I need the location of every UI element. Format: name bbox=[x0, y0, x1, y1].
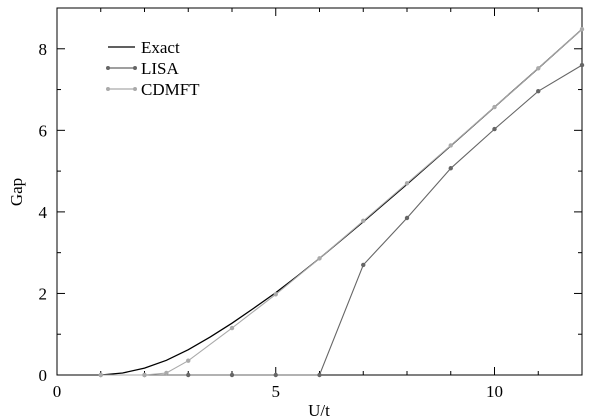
series-group bbox=[98, 27, 585, 378]
legend: Exact LISA CDMFT bbox=[106, 24, 236, 102]
y-tick-label: 6 bbox=[39, 121, 48, 140]
data-point-lisa bbox=[536, 88, 541, 94]
y-tick-label: 0 bbox=[39, 366, 48, 385]
data-point-lisa bbox=[229, 372, 235, 378]
data-point-lisa bbox=[492, 126, 497, 132]
data-point-cdmft bbox=[579, 27, 585, 32]
tick-labels: 0 5 10 0 2 4 6 8 bbox=[39, 40, 504, 401]
series-line-lisa bbox=[100, 64, 583, 376]
x-axis-label: U/t bbox=[308, 401, 330, 420]
legend-item-exact: Exact bbox=[108, 38, 180, 57]
y-tick-label: 4 bbox=[39, 203, 48, 222]
x-tick-label: 0 bbox=[53, 382, 62, 401]
data-point-cdmft bbox=[492, 104, 497, 110]
data-point-cdmft bbox=[317, 256, 322, 261]
legend-marker-cdmft bbox=[133, 87, 137, 91]
data-point-cdmft bbox=[164, 370, 169, 376]
data-point-cdmft bbox=[98, 372, 103, 378]
y-axis-label: Gap bbox=[7, 178, 26, 206]
data-point-cdmft bbox=[448, 143, 453, 148]
series-lisa bbox=[98, 62, 585, 378]
data-point-lisa bbox=[273, 372, 278, 378]
legend-marker-cdmft bbox=[106, 87, 110, 91]
series-cdmft bbox=[98, 27, 585, 378]
legend-label-lisa: LISA bbox=[141, 59, 180, 78]
data-point-lisa bbox=[186, 372, 191, 378]
x-tick-label: 10 bbox=[486, 382, 503, 401]
legend-marker-lisa bbox=[133, 66, 137, 70]
data-point-cdmft bbox=[273, 292, 278, 297]
data-point-lisa bbox=[361, 262, 366, 268]
data-point-lisa bbox=[317, 372, 322, 378]
data-point-lisa bbox=[579, 62, 585, 68]
data-point-cdmft bbox=[142, 372, 147, 378]
legend-label-cdmft: CDMFT bbox=[141, 80, 200, 99]
data-point-cdmft bbox=[536, 66, 541, 71]
legend-item-lisa: LISA bbox=[106, 59, 180, 78]
legend-item-cdmft: CDMFT bbox=[106, 80, 200, 99]
legend-marker-lisa bbox=[106, 66, 110, 70]
legend-label-exact: Exact bbox=[141, 38, 180, 57]
x-tick-label: 5 bbox=[272, 382, 281, 401]
data-point-cdmft bbox=[404, 181, 410, 186]
y-tick-label: 8 bbox=[39, 40, 48, 59]
data-point-cdmft bbox=[229, 325, 235, 331]
data-point-cdmft bbox=[361, 218, 366, 224]
data-point-lisa bbox=[404, 215, 410, 221]
data-point-cdmft bbox=[186, 358, 191, 363]
y-tick-label: 2 bbox=[39, 284, 48, 303]
data-point-lisa bbox=[448, 166, 453, 171]
